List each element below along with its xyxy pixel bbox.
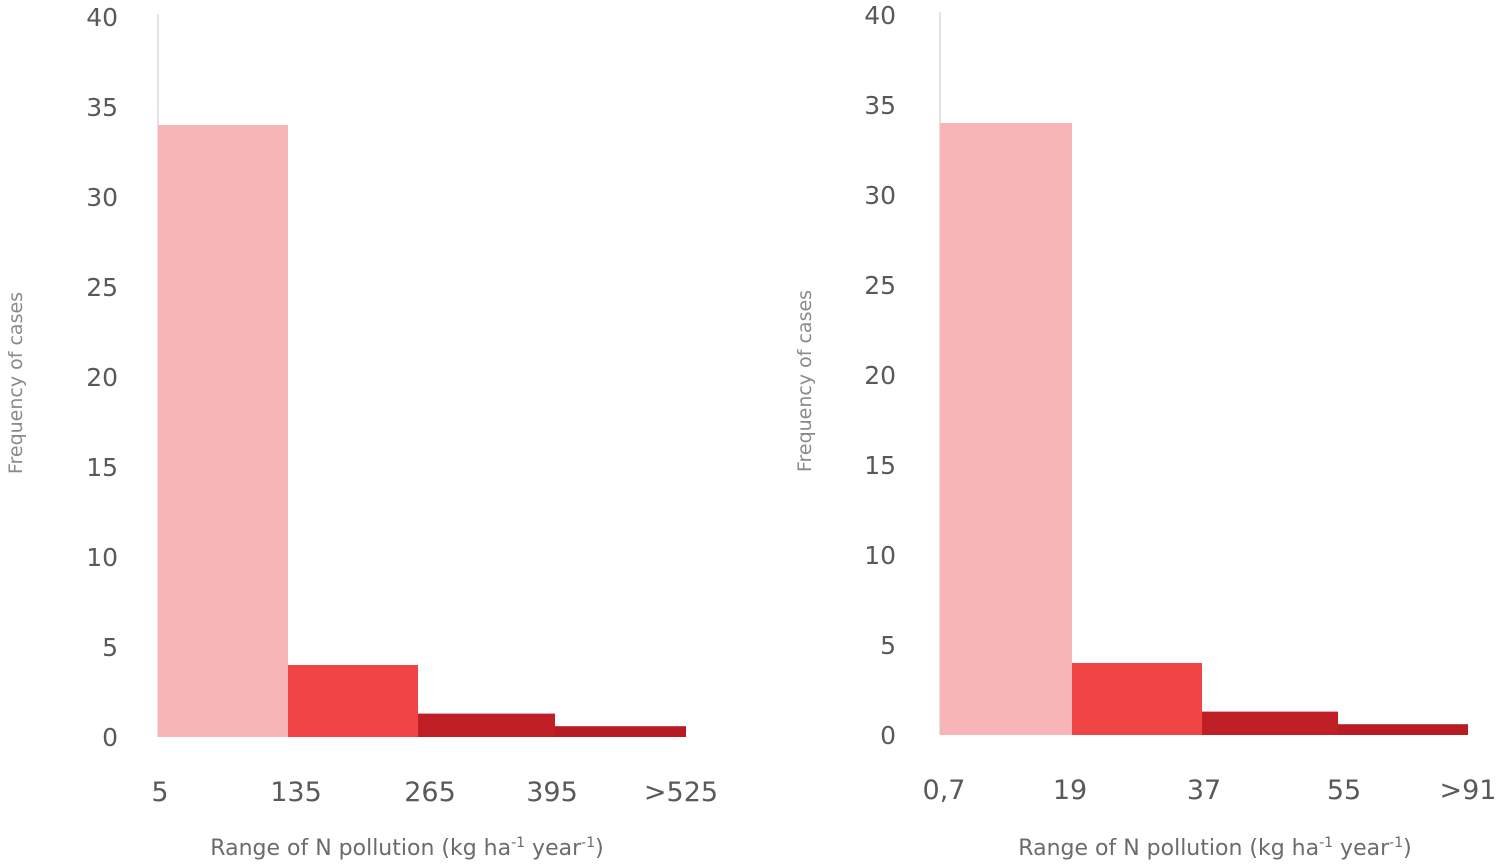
chart-panel-2: 0 5 10 15 20 25 30 35 40 0,7 19 37 55 >91 Frequency of…	[794, 1, 1496, 861]
x-axis-label: Range of N pollution (kg ha-1 year-1)	[210, 835, 603, 861]
y-tick-label: 30	[864, 181, 896, 210]
histogram-bar	[418, 713, 555, 737]
histogram-bar	[940, 123, 1072, 735]
y-tick-label: 10	[86, 543, 118, 572]
y-tick-label: 15	[86, 453, 118, 482]
x-axis-label: Range of N pollution (kg ha-1 year-1)	[1018, 835, 1411, 861]
x-tick-label: 135	[270, 777, 322, 808]
x-tick-label: 5	[151, 777, 168, 808]
histogram-bar	[1338, 724, 1468, 735]
y-tick-label: 40	[86, 3, 118, 32]
y-tick-label: 35	[86, 93, 118, 122]
y-tick-label: 35	[864, 91, 896, 120]
y-tick-label: 25	[864, 271, 896, 300]
x-tick-label: >91	[1440, 775, 1497, 806]
histogram-bar	[1072, 663, 1202, 735]
y-axis-label: Frequency of cases	[794, 290, 816, 472]
histogram-bar	[158, 125, 288, 737]
y-tick-label: 25	[86, 273, 118, 302]
y-tick-label: 40	[864, 1, 896, 30]
y-axis-label: Frequency of cases	[5, 292, 27, 474]
x-tick-label: 265	[404, 777, 456, 808]
y-tick-label: 20	[86, 363, 118, 392]
y-tick-label: 30	[86, 183, 118, 212]
x-tick-label: >525	[644, 777, 718, 808]
y-tick-label: 0	[102, 723, 118, 752]
x-tick-label: 37	[1187, 775, 1221, 806]
x-tick-label: 0,7	[923, 775, 966, 806]
histogram-bar	[1202, 711, 1338, 735]
x-tick-label: 55	[1327, 775, 1361, 806]
y-tick-label: 5	[102, 633, 118, 662]
x-tick-label: 395	[526, 777, 578, 808]
y-tick-label: 15	[864, 451, 896, 480]
histogram-bar	[288, 665, 418, 737]
y-tick-label: 20	[864, 361, 896, 390]
y-tick-label: 5	[880, 631, 896, 660]
histogram-bar	[555, 726, 686, 737]
y-tick-label: 0	[880, 721, 896, 750]
y-tick-label: 10	[864, 541, 896, 570]
chart-panel-1: 0 5 10 15 20 25 30 35 40 5 135 265 395 >525 Frequency …	[5, 3, 718, 861]
x-tick-label: 19	[1053, 775, 1087, 806]
